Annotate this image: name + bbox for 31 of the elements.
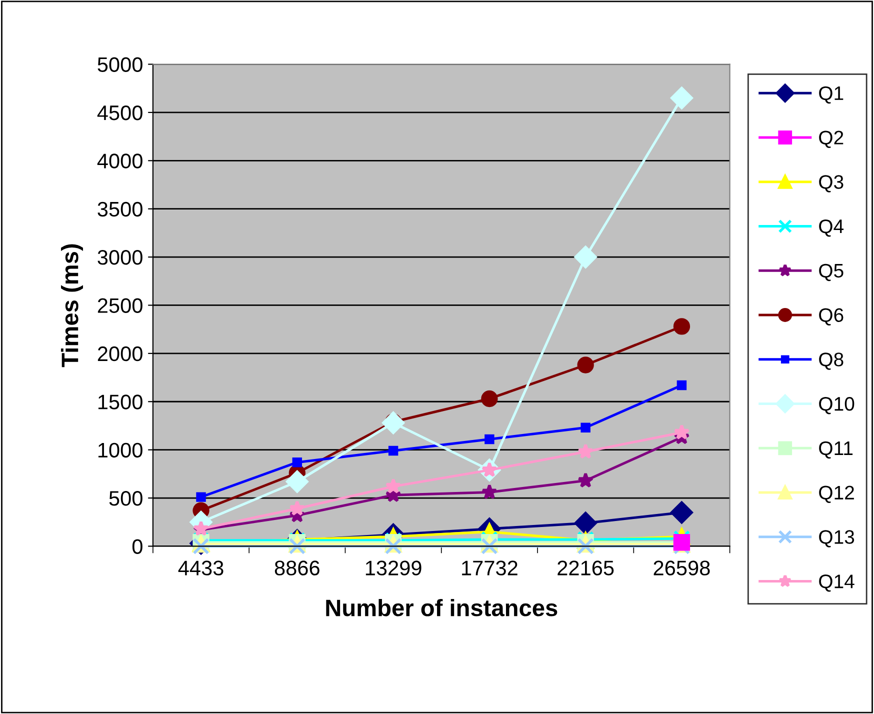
legend-label: Q5 (819, 264, 844, 282)
x-tick-label: 17732 (462, 560, 518, 576)
y-tick-label: 2500 (98, 298, 142, 313)
legend-label: Q13 (819, 530, 854, 548)
legend-label: Q8 (819, 352, 844, 370)
y-tick-label: 1500 (98, 394, 142, 410)
y-tick-label: 4500 (97, 105, 142, 120)
x-axis-title: Number of instances (326, 598, 558, 616)
x-tick-label: 4433 (178, 560, 224, 576)
y-tick-label: 1000 (98, 442, 142, 458)
x-tick-label: 8866 (274, 560, 320, 576)
legend-label: Q1 (819, 86, 844, 104)
x-tick-label: 26598 (654, 560, 710, 576)
legend-label: Q11 (819, 441, 853, 459)
y-tick-label: 3000 (98, 250, 142, 265)
y-tick-label: 4000 (97, 154, 142, 168)
y-tick-label: 2000 (98, 346, 142, 362)
x-tick-label: 22165 (558, 560, 614, 576)
legend-label: Q3 (819, 175, 844, 192)
y-tick-label: 0 (132, 539, 142, 554)
y-axis-title: Times (ms) (60, 244, 83, 368)
legend-label: Q2 (819, 130, 844, 148)
legend-label: Q14 (819, 574, 854, 592)
legend-label: Q10 (819, 396, 854, 414)
legend-label: Q4 (819, 219, 844, 237)
legend-label: Q12 (819, 486, 854, 503)
legend-label: Q6 (819, 308, 844, 326)
x-tick-label: 13299 (366, 560, 422, 576)
y-tick-label: 5000 (98, 57, 142, 72)
y-tick-label: 3500 (98, 202, 142, 217)
y-tick-label: 500 (109, 491, 142, 506)
